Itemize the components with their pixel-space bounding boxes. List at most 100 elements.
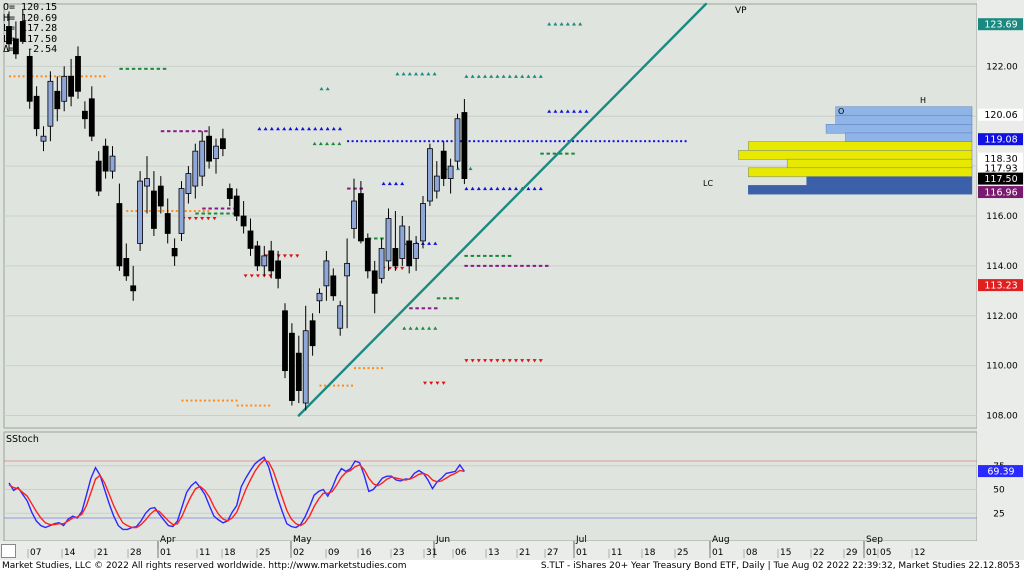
candle-up (378, 248, 385, 279)
level-dash (449, 297, 453, 300)
level-dash (495, 264, 499, 267)
level-markers (395, 72, 437, 76)
level-markers (436, 297, 459, 300)
level-dot (590, 140, 593, 143)
stoch-last-label-bg (978, 465, 1023, 478)
candle-up (413, 243, 420, 259)
level-tri-down (262, 274, 267, 278)
level-tri-up (407, 72, 412, 76)
level-dot (193, 210, 196, 213)
level-tri-up (331, 126, 336, 131)
level-tri-up (282, 126, 287, 131)
level-markers (464, 74, 543, 78)
level-tri-up (325, 141, 329, 146)
level-dot (630, 140, 633, 143)
ohlc-readout: O= 120.15 H= 120.69 L= 117.28 L= 117.50 … (3, 2, 57, 56)
level-dash (546, 152, 550, 155)
level-dot (540, 140, 543, 143)
level-dash (483, 264, 487, 267)
level-tri-up (514, 74, 518, 78)
date-label: 29 (846, 548, 858, 558)
level-dot (486, 140, 489, 143)
level-dash (540, 152, 544, 155)
level-dot (509, 140, 512, 143)
level-dot (354, 367, 356, 370)
level-tri-down (501, 359, 506, 363)
level-dot (376, 367, 379, 370)
level-dash (464, 264, 468, 267)
level-tri-up (565, 109, 570, 113)
level-tri-up (414, 326, 419, 330)
level-dot (536, 140, 539, 143)
candle-down (164, 213, 171, 234)
level-dot (363, 367, 365, 370)
level-markers (354, 367, 383, 370)
level-tri-up (456, 166, 461, 171)
level-dot (428, 140, 431, 143)
stoch-d-line (8, 459, 465, 529)
level-dot (18, 75, 20, 78)
level-tri-down (282, 254, 287, 258)
corner-toggle[interactable] (1, 544, 16, 558)
level-dash (125, 67, 130, 70)
candle-up (447, 165, 454, 179)
level-tri-down (476, 359, 481, 363)
level-tri-down (295, 254, 300, 258)
level-markers (547, 22, 583, 26)
level-dot (381, 367, 383, 370)
candle-down (206, 135, 213, 162)
level-tri-down (532, 359, 537, 363)
level-dot (226, 399, 229, 402)
level-dash (204, 130, 208, 133)
level-dot (189, 210, 192, 213)
candle-down (130, 285, 137, 292)
level-dash (434, 307, 438, 310)
level-dash (227, 207, 231, 210)
level-dot (504, 140, 507, 143)
candle-up (261, 255, 268, 267)
candle-down (392, 248, 399, 267)
level-tri-up (300, 126, 305, 131)
level-dash (520, 264, 524, 267)
candle-down (102, 145, 109, 172)
stoch-tick-label: 25 (993, 509, 1004, 519)
level-dot (222, 399, 224, 402)
candle-up (323, 260, 330, 287)
level-dot (90, 75, 92, 78)
level-dash (220, 207, 225, 210)
level-dash (156, 67, 161, 70)
candle-down (364, 238, 371, 272)
level-dot (85, 75, 88, 78)
level-dot (531, 140, 534, 143)
level-dot (468, 140, 471, 143)
level-dot (103, 75, 106, 78)
candle-down (6, 26, 12, 45)
level-tri-up (559, 109, 564, 113)
level-dot (245, 404, 248, 407)
level-dot (675, 140, 678, 143)
level-dot (653, 140, 656, 143)
level-markers (236, 404, 271, 407)
level-tri-down (423, 381, 427, 385)
level-markers (312, 141, 342, 146)
level-tri-up (532, 74, 537, 78)
level-dot (99, 75, 101, 78)
level-dot (319, 384, 322, 387)
level-tri-down (289, 254, 294, 258)
level-tri-up (414, 72, 418, 76)
level-tri-up (526, 186, 531, 191)
level-tri-down (187, 216, 192, 221)
candle-down (406, 240, 413, 267)
annotation-h: H (920, 96, 926, 105)
level-dash (427, 307, 432, 310)
level-dash (489, 254, 493, 257)
level-tri-down (441, 381, 446, 385)
month-label: Sep (866, 535, 883, 545)
level-dash (353, 187, 357, 190)
level-markers (409, 307, 438, 310)
level-tri-up (538, 186, 543, 191)
level-dash (162, 67, 167, 70)
level-tri-up (547, 109, 552, 113)
annotation-vp: VP (735, 6, 747, 16)
level-dot (666, 140, 669, 143)
